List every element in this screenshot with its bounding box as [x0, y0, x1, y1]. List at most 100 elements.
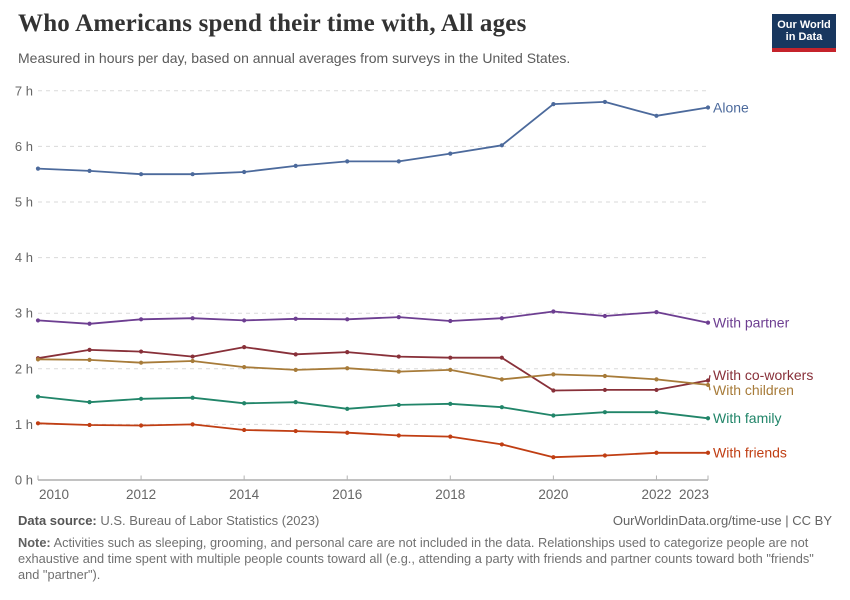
data-point — [551, 372, 556, 377]
data-point — [87, 168, 92, 173]
data-point — [448, 151, 453, 156]
data-source-value: U.S. Bureau of Labor Statistics (2023) — [100, 513, 320, 528]
data-point — [138, 172, 144, 177]
data-point — [602, 313, 608, 319]
license-link[interactable]: OurWorldinData.org/time-use | CC BY — [612, 513, 832, 528]
data-point — [242, 427, 247, 433]
x-tick-label: 2020 — [538, 487, 568, 502]
chart-note-label: Note: — [18, 535, 51, 550]
data-point — [190, 358, 195, 364]
data-point — [345, 350, 350, 355]
data-point — [35, 318, 41, 323]
data-point — [190, 316, 195, 321]
page-subtitle: Measured in hours per day, based on annu… — [18, 50, 571, 66]
data-point — [448, 355, 453, 360]
data-point — [345, 366, 350, 371]
data-point — [293, 352, 298, 357]
data-point — [190, 395, 195, 400]
time-spent-with-line-chart: 0 h 1 h 2 h 3 h 4 h 5 h 6 h 7 h 2010 2012 2014 2016… — [15, 83, 813, 502]
data-point — [87, 422, 92, 428]
data-point — [190, 422, 195, 427]
y-tick-label: 7 h — [15, 83, 33, 98]
data-point — [396, 314, 401, 320]
owid-logo[interactable]: Our World in Data — [772, 14, 836, 52]
data-point — [705, 416, 711, 421]
y-tick-label: 5 h — [15, 195, 33, 210]
data-point — [293, 428, 298, 434]
series-with-family: With family — [35, 394, 781, 426]
data-point — [602, 410, 608, 415]
series-line — [37, 422, 709, 459]
series-line — [37, 101, 709, 176]
series-line — [37, 395, 709, 420]
data-point — [190, 172, 195, 177]
x-tick-label: 2010 — [39, 487, 69, 502]
series-line — [37, 310, 709, 325]
data-point — [87, 321, 92, 326]
series-label-with-family: With family — [713, 410, 781, 426]
series-label-with-children: With children — [713, 382, 794, 398]
data-point — [551, 413, 556, 418]
data-source-label: Data source: — [18, 513, 97, 528]
x-tick-label: 2018 — [435, 487, 465, 502]
data-point — [602, 387, 608, 393]
data-point — [138, 360, 144, 365]
data-point — [551, 309, 556, 314]
data-point — [654, 309, 659, 315]
data-point — [190, 354, 195, 359]
data-point — [499, 316, 504, 321]
series-line — [37, 346, 709, 392]
gridlines: 0 h 1 h 2 h 3 h 4 h 5 h 6 h 7 h — [15, 83, 707, 488]
data-point — [448, 318, 453, 324]
data-point — [242, 401, 247, 406]
data-point — [448, 434, 453, 439]
y-tick-label: 1 h — [15, 417, 33, 432]
series-label-with-friends: With friends — [713, 445, 787, 461]
data-point — [654, 387, 659, 393]
chart-note-text: Activities such as sleeping, grooming, a… — [18, 535, 814, 582]
data-point — [654, 377, 659, 382]
series-with-co-workers: With co-workers — [35, 345, 813, 393]
data-point — [602, 453, 608, 458]
x-tick-label: 2014 — [229, 487, 260, 502]
data-point — [345, 430, 350, 435]
data-point — [551, 455, 556, 460]
series-label-with-co-workers: With co-workers — [713, 367, 813, 383]
y-tick-label: 3 h — [15, 306, 33, 321]
data-point — [448, 401, 453, 406]
data-point — [705, 105, 711, 110]
data-point — [602, 373, 608, 379]
data-point — [345, 159, 350, 164]
data-point — [87, 357, 92, 363]
x-tick-label: 2023 — [679, 487, 709, 502]
x-tick-label: 2012 — [126, 487, 156, 502]
data-point — [654, 410, 659, 415]
owid-logo-line2: in Data — [785, 31, 823, 43]
data-point — [345, 317, 350, 322]
series-with-friends: With friends — [35, 421, 787, 461]
data-point — [35, 421, 41, 426]
data-point — [35, 357, 41, 362]
x-axis: 2010 2012 2014 2016 2018 2020 2022 2023 — [37, 475, 709, 502]
series-label-alone: Alone — [713, 99, 749, 115]
chart-note: Note: Activities such as sleeping, groom… — [18, 535, 832, 583]
data-point — [499, 442, 504, 447]
series-alone: Alone — [35, 99, 749, 177]
data-point — [499, 377, 504, 382]
chart-footer: Data source: U.S. Bureau of Labor Statis… — [18, 513, 832, 583]
x-tick-label: 2016 — [332, 487, 362, 502]
data-point — [242, 318, 247, 323]
data-point — [242, 169, 247, 175]
data-point — [705, 320, 711, 325]
data-point — [396, 402, 401, 408]
data-point — [499, 355, 504, 360]
data-point — [654, 113, 659, 118]
data-point — [293, 367, 298, 373]
label-connector — [708, 384, 711, 391]
series-with-children: With children — [35, 357, 794, 398]
data-point — [499, 405, 504, 410]
y-tick-label: 6 h — [15, 139, 33, 154]
data-point — [138, 317, 144, 322]
data-point — [705, 450, 711, 455]
